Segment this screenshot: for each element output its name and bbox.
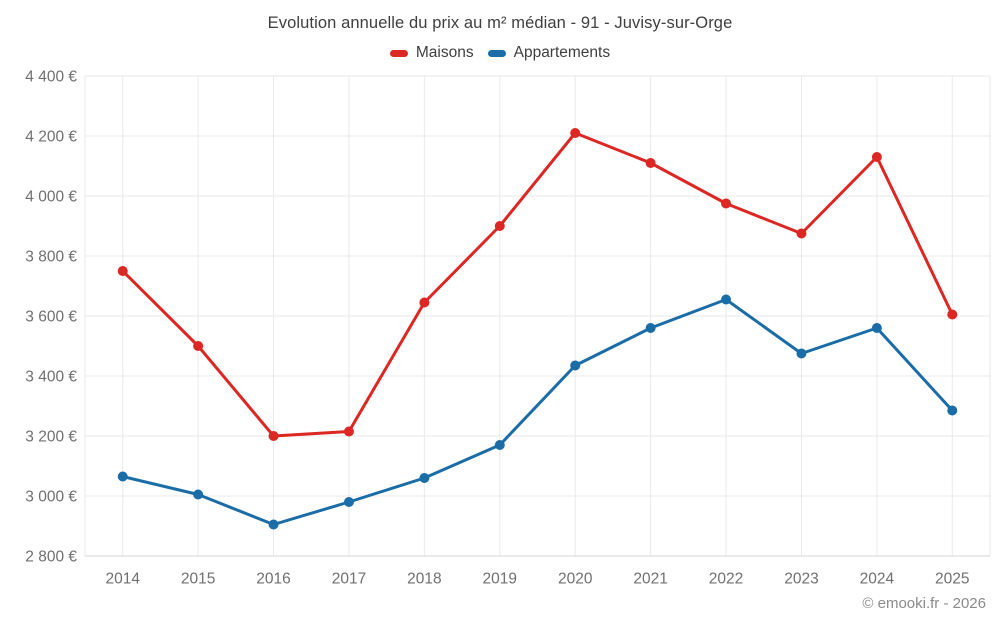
data-point-maisons-2015[interactable] <box>193 341 204 351</box>
data-point-appartements-2015[interactable] <box>193 489 204 500</box>
x-axis-tick-label: 2015 <box>181 570 215 587</box>
data-point-maisons-2014[interactable] <box>117 266 128 276</box>
x-axis-tick-label: 2014 <box>105 570 140 587</box>
x-axis-tick-label: 2022 <box>709 570 743 587</box>
data-point-appartements-2016[interactable] <box>268 519 279 530</box>
appartements-series-swatch-icon <box>487 49 506 57</box>
data-point-appartements-2022[interactable] <box>721 294 732 305</box>
legend-item-label: Maisons <box>415 44 474 61</box>
data-point-maisons-2017[interactable] <box>343 426 354 437</box>
data-point-appartements-2017[interactable] <box>343 497 354 507</box>
x-axis-tick-label: 2024 <box>860 570 895 587</box>
x-axis-tick-label: 2025 <box>935 570 969 587</box>
data-point-maisons-2019[interactable] <box>494 221 505 231</box>
y-axis-tick-label: 3 400 € <box>25 368 77 385</box>
legend-item-label: Appartements <box>513 44 611 61</box>
y-axis-tick-label: 3 200 € <box>25 428 77 445</box>
data-point-appartements-2020[interactable] <box>570 360 581 371</box>
data-point-maisons-2022[interactable] <box>721 198 732 209</box>
data-point-appartements-2019[interactable] <box>494 440 505 450</box>
x-axis-tick-label: 2023 <box>784 570 818 587</box>
y-axis-tick-label: 3 000 € <box>25 488 77 505</box>
x-axis-tick-label: 2021 <box>633 570 667 587</box>
y-axis-tick-label: 2 800 € <box>25 548 77 565</box>
y-axis-tick-label: 4 400 € <box>25 68 77 85</box>
data-point-appartements-2014[interactable] <box>117 471 128 482</box>
copyright-credit: © emooki.fr - 2026 <box>862 595 986 612</box>
chart-legend: Maisons Appartements <box>0 44 1000 62</box>
x-axis-tick-label: 2020 <box>558 570 593 587</box>
y-axis-tick-label: 3 600 € <box>25 308 77 325</box>
data-point-maisons-2024[interactable] <box>871 152 882 162</box>
y-axis-tick-label: 3 800 € <box>25 248 77 265</box>
y-axis-tick-label: 4 200 € <box>25 128 77 145</box>
legend-item-appartements[interactable]: Appartements <box>487 44 611 62</box>
legend-item-maisons[interactable]: Maisons <box>389 44 474 62</box>
data-point-appartements-2021[interactable] <box>645 323 656 333</box>
data-point-maisons-2016[interactable] <box>268 431 279 441</box>
series-line-appartements <box>121 298 954 526</box>
data-point-maisons-2023[interactable] <box>796 228 807 239</box>
x-axis-tick-label: 2016 <box>256 570 290 587</box>
data-point-maisons-2020[interactable] <box>570 128 581 138</box>
maisons-series-swatch-icon <box>389 49 408 57</box>
data-point-maisons-2021[interactable] <box>645 158 656 168</box>
chart-title: Evolution annuelle du prix au m² médian … <box>267 14 733 32</box>
x-axis-tick-label: 2017 <box>332 570 366 587</box>
data-point-appartements-2024[interactable] <box>871 323 882 333</box>
x-axis-tick-label: 2018 <box>407 570 441 587</box>
data-point-appartements-2018[interactable] <box>419 473 430 483</box>
data-point-maisons-2025[interactable] <box>947 309 958 320</box>
data-point-maisons-2018[interactable] <box>419 297 430 308</box>
data-point-appartements-2025[interactable] <box>947 405 958 416</box>
series-line-maisons <box>121 131 954 438</box>
data-point-appartements-2023[interactable] <box>796 348 807 359</box>
y-axis-tick-label: 4 000 € <box>25 188 77 205</box>
x-axis-tick-label: 2019 <box>483 570 517 587</box>
